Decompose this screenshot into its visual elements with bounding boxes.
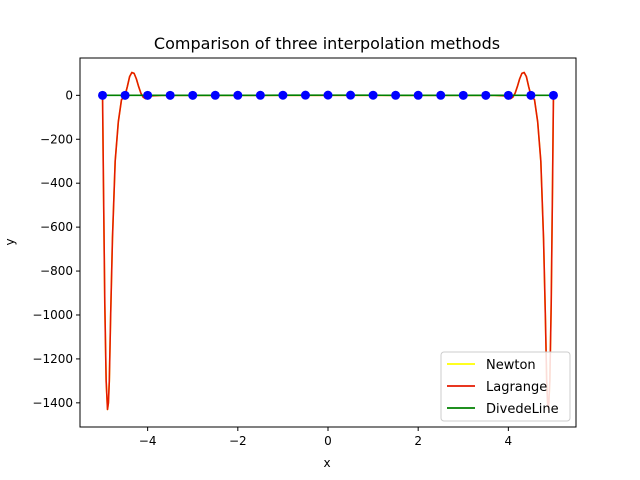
y-tick-label: −200 bbox=[40, 132, 73, 146]
data-point bbox=[120, 90, 130, 100]
x-tick-label: −4 bbox=[139, 434, 157, 448]
data-point bbox=[391, 90, 401, 100]
data-point bbox=[143, 90, 153, 100]
y-tick-label: −400 bbox=[40, 176, 73, 190]
data-point bbox=[188, 90, 198, 100]
data-point bbox=[481, 90, 491, 100]
x-tick-label: −2 bbox=[229, 434, 247, 448]
axis-ticks: −4 −2 0 2 4 0 −200 −400 −600 −800 −1000 −1200 −1400 bbox=[32, 88, 512, 448]
data-point bbox=[255, 90, 265, 100]
x-tick-label: 2 bbox=[414, 434, 422, 448]
data-point bbox=[346, 90, 356, 100]
y-tick-label: −1000 bbox=[32, 308, 73, 322]
legend-box bbox=[440, 351, 571, 422]
chart-title: Comparison of three interpolation method… bbox=[154, 34, 500, 53]
y-axis-label: y bbox=[3, 238, 17, 245]
axes-frame bbox=[79, 57, 577, 428]
legend: Newton Lagrange DivedeLine bbox=[440, 351, 571, 422]
x-axis-label: x bbox=[323, 456, 330, 470]
y-tick-label: −600 bbox=[40, 220, 73, 234]
data-point bbox=[98, 90, 108, 100]
data-point bbox=[368, 90, 378, 100]
data-point bbox=[413, 90, 423, 100]
data-point bbox=[300, 90, 310, 100]
y-tick-label: 0 bbox=[65, 88, 73, 102]
legend-entry-lagrange: Lagrange bbox=[486, 380, 547, 395]
legend-entry-newton: Newton bbox=[486, 358, 536, 373]
data-point bbox=[436, 90, 446, 100]
data-point bbox=[503, 90, 513, 100]
y-tick-label: −1400 bbox=[32, 396, 73, 410]
data-point bbox=[458, 90, 468, 100]
data-point bbox=[210, 90, 220, 100]
data-point bbox=[323, 90, 333, 100]
x-tick-label: 0 bbox=[324, 434, 332, 448]
x-tick-label: 4 bbox=[505, 434, 513, 448]
data-point bbox=[526, 90, 536, 100]
data-point bbox=[233, 90, 243, 100]
data-point bbox=[165, 90, 175, 100]
data-point bbox=[548, 90, 558, 100]
y-tick-label: −800 bbox=[40, 264, 73, 278]
plot-area bbox=[98, 71, 558, 411]
legend-entry-divedeline: DivedeLine bbox=[486, 402, 559, 417]
y-tick-label: −1200 bbox=[32, 352, 73, 366]
data-point bbox=[278, 90, 288, 100]
